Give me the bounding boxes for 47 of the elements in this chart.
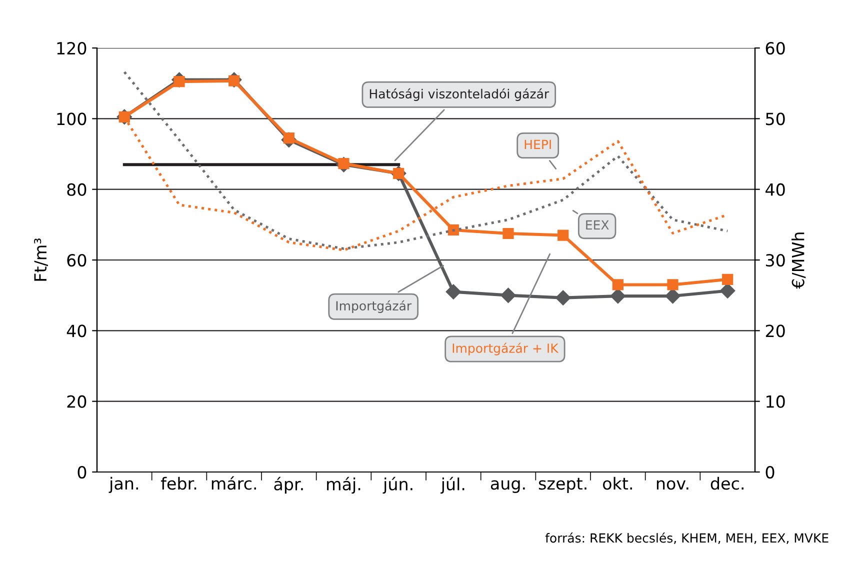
point bbox=[448, 224, 459, 236]
text: EEX bbox=[586, 220, 609, 230]
point bbox=[667, 279, 678, 290]
text: Importgázár + IK bbox=[452, 342, 559, 356]
y-tick-label: 80 bbox=[67, 183, 86, 196]
point bbox=[722, 274, 734, 285]
y-tick-label: 60 bbox=[67, 254, 86, 267]
y2-tick-label: 10 bbox=[766, 395, 785, 408]
point bbox=[446, 284, 461, 300]
point bbox=[665, 288, 680, 304]
x-tick-label: aug. bbox=[490, 480, 525, 493]
x-tick-label: jan. bbox=[108, 476, 138, 493]
x-tick-label: márc. bbox=[212, 476, 256, 490]
point bbox=[558, 230, 569, 241]
y2-axis-title: €/MWh bbox=[791, 232, 806, 289]
y2-tick-label: 60 bbox=[766, 42, 785, 55]
point bbox=[720, 283, 736, 298]
y2-tick-label: 0 bbox=[766, 466, 774, 479]
text: forrás: REKK becslés, KHEM, MEH, EEX, MVKE bbox=[545, 532, 828, 544]
x-tick-label: máj. bbox=[327, 476, 360, 494]
y-tick-label: 0 bbox=[78, 466, 86, 479]
x-tick-label: febr. bbox=[160, 476, 196, 490]
point bbox=[556, 290, 571, 306]
y2-tick-label: 20 bbox=[766, 324, 785, 338]
x-tick-label: ápr. bbox=[274, 476, 303, 494]
point bbox=[502, 228, 514, 240]
point bbox=[610, 288, 626, 304]
text: Hatósági viszonteladói gázár bbox=[370, 88, 550, 101]
point bbox=[612, 279, 624, 290]
y-tick-label: 20 bbox=[67, 395, 86, 408]
x-tick-label: júl. bbox=[440, 476, 464, 494]
x-tick-label: nov. bbox=[656, 480, 688, 490]
x-tick-label: szept. bbox=[538, 478, 586, 493]
y2-tick-label: 50 bbox=[766, 112, 785, 126]
x-tick-label: dec. bbox=[710, 476, 744, 490]
y-tick-label: 120 bbox=[57, 42, 86, 55]
text: HEPI bbox=[524, 140, 551, 149]
point bbox=[500, 288, 516, 303]
x-tick-label: jún. bbox=[382, 476, 412, 494]
text: Importgázár bbox=[336, 300, 412, 313]
y2-tick-label: 40 bbox=[766, 183, 785, 196]
line-series bbox=[123, 70, 729, 250]
y-tick-label: 100 bbox=[57, 112, 86, 126]
y-axis-title: Ft/m³ bbox=[34, 238, 48, 281]
x-tick-label: okt. bbox=[602, 476, 632, 490]
y2-tick-label: 30 bbox=[766, 254, 785, 267]
y-tick-label: 40 bbox=[66, 324, 86, 338]
